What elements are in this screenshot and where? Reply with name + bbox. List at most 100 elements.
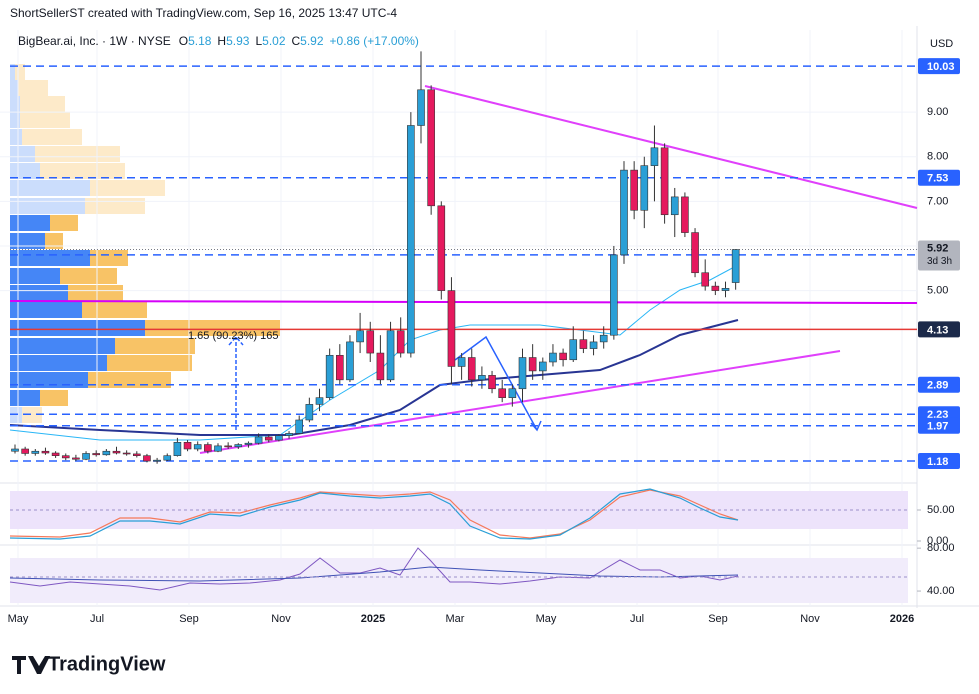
candle-body [457,357,466,367]
volume-profile-bar [10,390,40,406]
volume-profile-bar [18,80,48,96]
candle-body [396,330,405,354]
candle-body [640,165,649,211]
volume-profile-bar [88,372,171,388]
volume-profile-bar [10,215,50,231]
ohlc-value: 5.92 [300,34,324,48]
candle-body [731,249,740,283]
volume-profile-bar [60,268,117,284]
candle-body [691,232,699,274]
candle-body [356,330,364,343]
candle-body [488,375,496,390]
byline: ShortSellerST created with TradingView.c… [10,6,397,20]
ohlc-value: 5.93 [226,34,250,48]
volume-profile-bar [10,96,20,112]
legend: BigBear.ai, Inc. · 1W · NYSE O5.18 H5.93 L5… [18,34,419,48]
volume-profile [10,64,280,423]
price-axis: MayJulSepNov2025MarMayJulSepNov20265.006… [8,58,960,625]
price-tag [918,169,960,186]
candle-body [21,448,29,454]
candle-body [437,205,446,291]
candle-body [579,339,588,349]
candle-body [366,330,375,354]
volume-profile-bar [10,372,88,388]
ohlc-key: L [255,34,262,48]
volume-profile-bar [35,146,120,162]
x-tick-label: Jul [90,613,104,625]
candle-body [305,404,314,421]
candle-body [711,285,720,291]
grid [0,30,917,606]
volume-profile-bar [10,112,20,128]
ohlc-value: 5.02 [262,34,286,48]
candle-body [275,435,283,441]
volume-profile-bar [10,180,90,196]
candle-body [386,330,395,381]
candle-body [102,450,111,456]
volume-profile-bar [40,163,125,179]
volume-profile-bar [145,320,280,336]
candle-body [325,354,334,398]
osc-line [9,489,739,539]
candle-body [163,455,172,461]
volume-profile-bar [10,64,15,80]
candle-body [61,455,70,459]
volume-profile-bar [10,129,22,145]
candle-body [31,450,40,454]
volume-profile-bar [10,355,107,371]
last-price-label: 5.92 [927,242,948,254]
volume-profile-bar [10,80,18,96]
candle-body [72,457,80,460]
candle-body [315,397,324,405]
volume-profile-bar [20,112,70,128]
candle-body [478,375,486,381]
candle-body [204,444,212,452]
volume-profile-bar [10,407,22,423]
x-tick-label: May [536,613,557,625]
volume-profile-bar [20,96,65,112]
logo: TradingView [12,653,166,675]
candle-body [589,341,598,349]
candle-body [193,444,202,450]
candle-body [650,147,659,166]
candles [11,51,740,464]
candle-body [234,444,243,448]
candle-body [569,339,578,361]
candle-body [528,357,537,372]
candle-body [467,357,476,381]
osc-tick-label: 80.00 [927,542,955,554]
price-tag-label: 7.53 [927,173,948,185]
x-tick-label: 2025 [361,613,385,625]
volume-profile-bar [10,146,35,162]
x-tick-label: Sep [179,613,199,625]
osc-tick-label: 50.00 [927,504,955,516]
candle-body [630,169,638,211]
last-price-tag [918,240,960,271]
osc-tick-label: 0.00 [927,535,948,547]
levels [10,65,917,462]
candle-body [11,448,19,452]
candle-body [183,442,192,450]
currency: USD [930,38,953,50]
horizontal-ray [9,300,918,304]
x-tick-label: Sep [708,613,728,625]
candle-body [214,445,222,452]
candle-body [153,459,161,462]
volume-profile-bar [50,215,78,231]
x-tick-label: Nov [271,613,291,625]
y-tick-label: 7.00 [927,195,948,207]
rsi-line [9,547,739,591]
osc-band [10,491,908,529]
price-tag [918,58,960,75]
trendline [199,350,841,454]
y-tick-label: 5.00 [927,284,948,296]
candle-body [122,452,131,455]
candle-body [82,453,90,460]
candle-body [670,196,679,216]
candle-body [538,361,547,372]
countdown: 3d 3h [927,256,952,267]
change: +0.86 (+17.00%) [330,34,419,48]
ohlc-key: O [179,34,188,48]
